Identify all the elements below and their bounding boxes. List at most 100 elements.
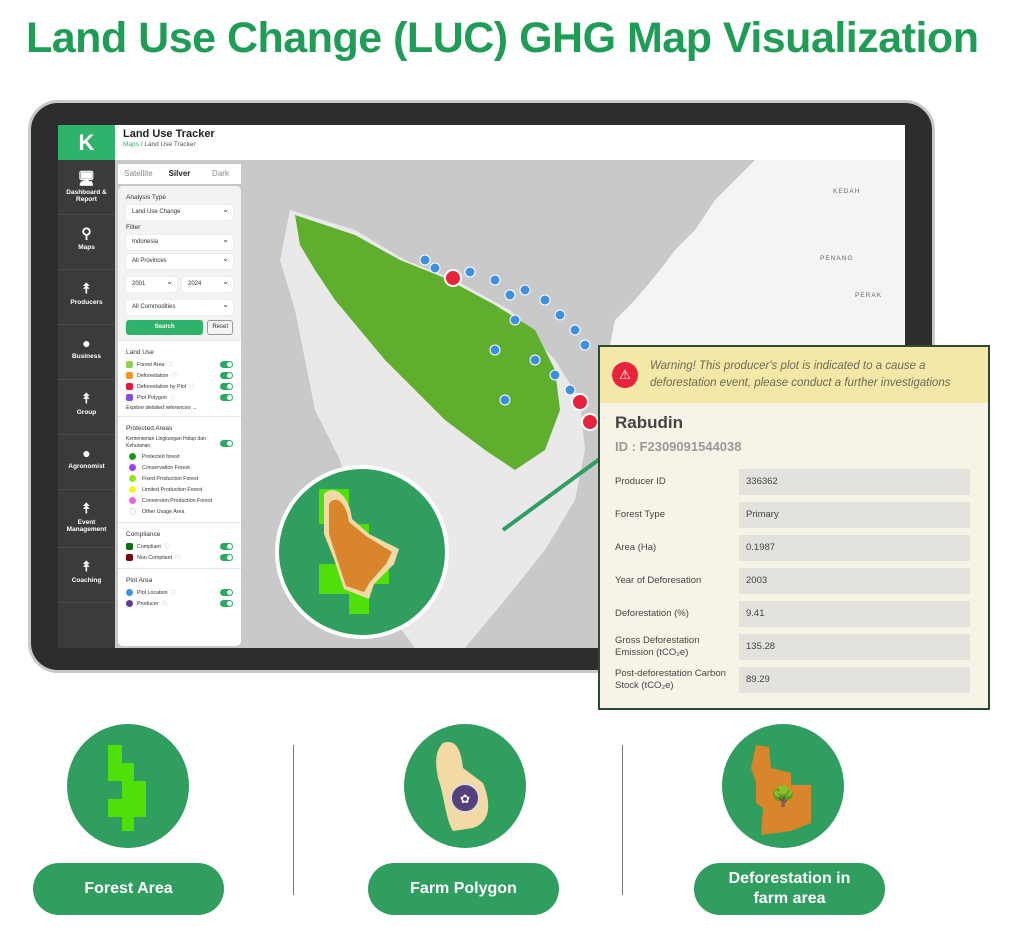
info-icon[interactable]: ⓘ [189, 385, 196, 391]
breadcrumb-maps[interactable]: Maps [123, 141, 139, 148]
legend-dot [129, 464, 136, 471]
legend-label: Protected forest [142, 453, 180, 460]
deforestation-in-farm-label: Deforestation in farm area [694, 863, 885, 915]
producer-code: ID : F2309091544038 [615, 439, 742, 454]
legend-label: Fixed Production Forest [142, 475, 199, 482]
field-row: Deforestation (%) 9.41 [615, 601, 970, 627]
filter-label: Filter [126, 224, 141, 231]
producer-name: Rabudin [615, 413, 683, 432]
land-use-forest-area: Forest Area ⓘ [126, 359, 233, 370]
legend-dot [129, 475, 136, 482]
page-title: Land Use Change (LUC) GHG Map Visualizat… [26, 14, 979, 62]
land-use-deforestation-by-plot: Deforestation by Plot ⓘ [126, 381, 233, 392]
forest-area-icon [67, 724, 189, 848]
forest-area-layer [295, 215, 560, 470]
commodity-select[interactable]: All Commodities [126, 297, 233, 315]
legend-label: Conversion Production Forest [142, 497, 213, 504]
divider [622, 745, 623, 895]
legend-swatch [126, 554, 133, 561]
deforestation-marker[interactable] [571, 393, 589, 411]
business-icon: ● [82, 335, 91, 351]
legend-dot [129, 508, 136, 515]
sidebar-item-dashboard[interactable]: 🖥 Dashboard & Report [58, 160, 115, 215]
tab-satellite[interactable]: Satellite [124, 169, 153, 178]
producer-popup: ⚠ Warning! This producer's plot is indic… [598, 345, 990, 710]
land-use-plot-polygon: Plot Polygon ⓘ [126, 392, 233, 403]
zoom-inset [275, 465, 449, 639]
legend-swatch [126, 383, 133, 390]
compliant-toggle[interactable] [220, 543, 233, 550]
province-select[interactable]: All Provinces [126, 251, 233, 269]
app-title: Land Use Tracker [123, 128, 215, 140]
forest-area-toggle[interactable] [220, 361, 233, 368]
agronomist-icon: ● [82, 445, 91, 461]
deforestation-toggle[interactable] [220, 372, 233, 379]
producer-icon: ⯭ [82, 280, 91, 296]
field-row: Area (Ha) 0.1987 [615, 535, 970, 561]
search-button[interactable]: Search [126, 320, 204, 335]
analysis-type-select[interactable]: Land Use Change [126, 202, 233, 220]
info-icon[interactable]: ⓘ [167, 363, 174, 369]
non-compliant-toggle[interactable] [220, 554, 233, 561]
warning-text: Warning! This producer's plot is indicat… [650, 360, 951, 389]
info-icon[interactable]: ⓘ [169, 396, 176, 402]
info-icon[interactable]: ⓘ [171, 374, 178, 380]
info-icon[interactable]: ⓘ [163, 545, 170, 551]
protected-areas-title: Protected Areas [126, 425, 173, 432]
tab-dark[interactable]: Dark [212, 169, 229, 178]
breadcrumb: Maps / Land Use Tracker [123, 141, 196, 148]
field-row: Year of Deforesation 2003 [615, 568, 970, 594]
reset-button[interactable]: Reset [207, 320, 233, 335]
farm-polygon-icon: ✿ [404, 724, 526, 848]
group-icon: ⯭ [82, 390, 91, 406]
coaching-icon: ⯭ [82, 558, 91, 574]
legend-dot [129, 486, 136, 493]
breadcrumb-current: / Land Use Tracker [140, 141, 196, 148]
deforestation-marker[interactable] [444, 269, 462, 287]
event-icon: ⯭ [82, 500, 91, 516]
farm-polygon-label: Farm Polygon [368, 863, 559, 915]
producer-toggle[interactable] [220, 600, 233, 607]
protected-areas-toggle[interactable] [220, 439, 233, 447]
country-select[interactable]: Indonesia [126, 232, 233, 250]
sidebar-item-maps[interactable]: ⚲ Maps [58, 215, 115, 270]
forest-area-label: Forest Area [33, 863, 224, 915]
map-label: KEDAH [833, 188, 861, 195]
plot-polygon-toggle[interactable] [220, 394, 233, 401]
warning-banner: ⚠ Warning! This producer's plot is indic… [600, 347, 988, 403]
legend-swatch [126, 394, 133, 401]
sidebar-item-business[interactable]: ● Business [58, 325, 115, 380]
monitor-icon: 🖥 [77, 170, 96, 186]
field-row: Producer ID 336362 [615, 469, 970, 495]
legend-dot [129, 453, 136, 460]
info-icon[interactable]: ⓘ [161, 602, 168, 608]
warning-icon: ⚠ [612, 362, 638, 388]
explore-references-link[interactable]: Explore detailed references → [126, 405, 198, 411]
field-row: Post-deforestation Carbon Stock (tCO₂e) 8… [615, 667, 970, 693]
deforestation-marker[interactable] [581, 413, 599, 431]
map-label: PENANG [820, 255, 854, 262]
info-icon[interactable]: ⓘ [170, 591, 177, 597]
deforestation-by-plot-toggle[interactable] [220, 383, 233, 390]
year-from-select[interactable]: 2001 [126, 274, 177, 292]
sidebar-item-group[interactable]: ⯭ Group [58, 380, 115, 435]
sidebar-item-producers[interactable]: ⯭ Producers [58, 270, 115, 325]
land-use-title: Land Use [126, 349, 154, 356]
app-logo[interactable]: K [58, 125, 115, 160]
year-to-select[interactable]: 2024 [182, 274, 233, 292]
land-use-deforestation: Deforestation ⓘ [126, 370, 233, 381]
sidebar-item-coaching[interactable]: ⯭ Coaching [58, 548, 115, 603]
tab-silver[interactable]: Silver [168, 169, 191, 178]
svg-text:✿: ✿ [460, 792, 470, 806]
producer-icon [126, 600, 133, 607]
compliance-title: Compliance [126, 531, 161, 538]
divider [293, 745, 294, 895]
map-pin-icon: ⚲ [81, 225, 92, 241]
plot-location-toggle[interactable] [220, 589, 233, 596]
svg-text:🌳: 🌳 [771, 784, 796, 808]
plot-location-markers[interactable] [419, 254, 591, 406]
map-label: PERAK [855, 292, 883, 299]
info-icon[interactable]: ⓘ [175, 556, 182, 562]
sidebar-item-agronomist[interactable]: ● Agronomist [58, 435, 115, 490]
sidebar-item-event-management[interactable]: ⯭ Event Management [58, 490, 115, 548]
